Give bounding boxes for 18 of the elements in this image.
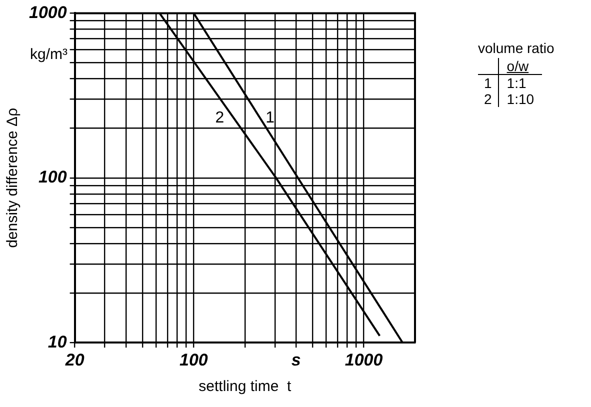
text: 1:1 [506, 74, 528, 91]
legend-label: 1 [478, 74, 498, 91]
text: kg/m³ [30, 46, 68, 63]
x-tick-label: 20 [64, 350, 85, 370]
text: o/w [498, 58, 542, 74]
y-axis-title: density difference Δρ [4, 108, 22, 248]
legend-label: 2 [478, 91, 498, 107]
y-tick-label: 10 [48, 332, 68, 352]
x-tick-label: 100 [180, 350, 208, 370]
x-tick-label: 1000 [344, 350, 384, 370]
text: 1 [266, 109, 274, 126]
legend-title: volume ratio [478, 40, 554, 56]
y-tick-label: 1000 [28, 2, 68, 22]
y-tick-label: 100 [38, 168, 68, 187]
text: 1:10 [506, 91, 536, 107]
x-tick-label: s [291, 350, 301, 370]
x-axis-title: settling time t [198, 378, 292, 396]
text: 2 [215, 109, 224, 126]
